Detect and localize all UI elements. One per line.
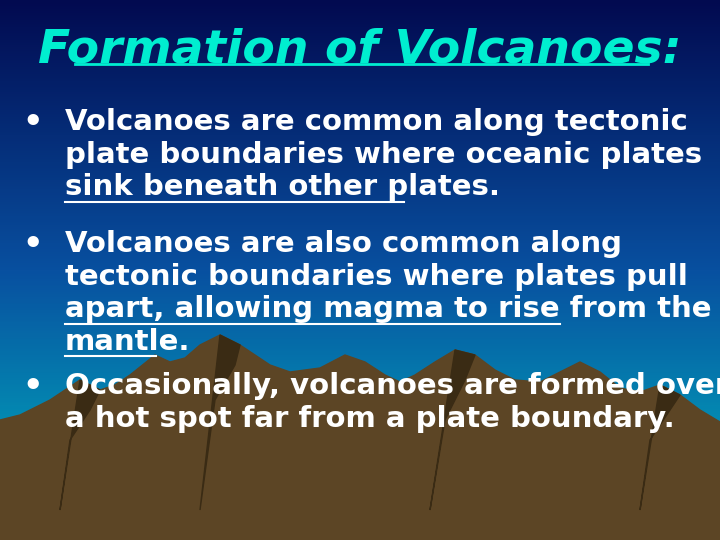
Text: Formation of Volcanoes:: Formation of Volcanoes:	[38, 28, 682, 72]
Text: sink beneath other plates.: sink beneath other plates.	[65, 173, 500, 201]
Polygon shape	[200, 335, 240, 510]
Text: •: •	[22, 230, 42, 261]
Polygon shape	[480, 440, 720, 540]
Text: Occasionally, volcanoes are formed over: Occasionally, volcanoes are formed over	[65, 372, 720, 400]
Text: a hot spot far from a plate boundary.: a hot spot far from a plate boundary.	[65, 404, 675, 433]
Text: tectonic boundaries where plates pull: tectonic boundaries where plates pull	[65, 262, 688, 291]
Text: Volcanoes are common along tectonic: Volcanoes are common along tectonic	[65, 108, 688, 136]
Text: •: •	[22, 108, 42, 139]
Polygon shape	[0, 335, 720, 540]
Text: plate boundaries where oceanic plates: plate boundaries where oceanic plates	[65, 140, 702, 168]
Polygon shape	[430, 350, 475, 510]
Text: apart, allowing magma to rise from the: apart, allowing magma to rise from the	[65, 295, 711, 323]
Text: mantle.: mantle.	[65, 328, 191, 356]
Text: Volcanoes are also common along: Volcanoes are also common along	[65, 230, 622, 258]
Text: •: •	[22, 372, 42, 403]
Polygon shape	[640, 385, 680, 510]
Polygon shape	[60, 380, 100, 510]
